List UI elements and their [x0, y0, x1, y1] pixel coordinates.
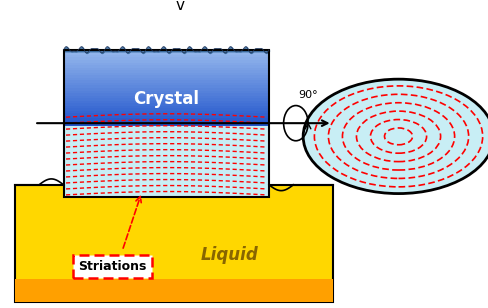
Bar	[63, 93, 268, 95]
Bar	[63, 113, 268, 116]
Bar	[63, 83, 268, 85]
Bar	[63, 78, 268, 80]
Bar	[63, 63, 268, 65]
Bar	[63, 70, 268, 73]
Text: Striations: Striations	[78, 261, 146, 274]
Text: 90°: 90°	[298, 90, 317, 100]
Bar	[63, 52, 268, 55]
Bar	[63, 101, 268, 103]
Bar	[63, 116, 268, 119]
Polygon shape	[15, 185, 332, 302]
Bar	[63, 108, 268, 111]
Bar	[63, 121, 268, 124]
Bar	[63, 85, 268, 88]
Polygon shape	[15, 279, 332, 302]
Text: Liquid: Liquid	[201, 246, 258, 264]
Circle shape	[303, 79, 488, 194]
Bar	[63, 106, 268, 108]
Bar	[63, 68, 268, 70]
Bar	[63, 60, 268, 63]
Bar	[63, 50, 268, 52]
Bar	[63, 88, 268, 91]
Bar	[63, 95, 268, 98]
Text: v: v	[176, 0, 184, 13]
Text: Crystal: Crystal	[133, 91, 199, 108]
Bar	[63, 50, 268, 197]
Bar	[63, 73, 268, 75]
Bar	[63, 58, 268, 60]
Bar	[63, 119, 268, 121]
Bar	[63, 91, 268, 93]
Bar	[63, 55, 268, 58]
Bar	[63, 111, 268, 113]
Bar	[63, 98, 268, 101]
Bar	[63, 65, 268, 68]
Bar	[63, 75, 268, 78]
Bar	[63, 103, 268, 106]
Bar	[63, 124, 268, 126]
Bar	[63, 80, 268, 83]
Bar	[63, 126, 268, 197]
